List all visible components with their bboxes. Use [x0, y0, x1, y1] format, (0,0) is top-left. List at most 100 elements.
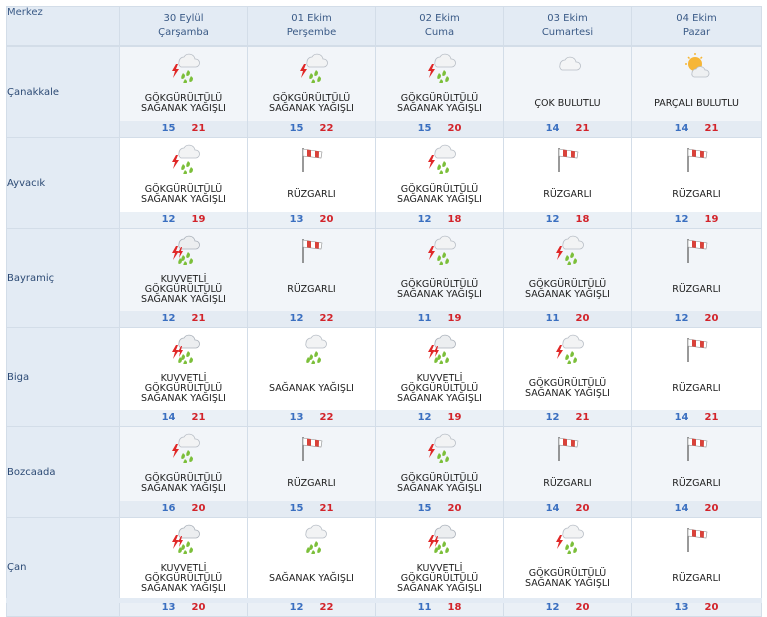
day-date: 30 Eylül [163, 13, 204, 24]
condition-line: SAĞANAK YAĞIŞLI [397, 289, 482, 300]
min-temp: 12 [545, 412, 560, 423]
temperature-range: 13 22 [248, 410, 375, 426]
windsock-icon [551, 142, 585, 174]
min-temp: 11 [545, 313, 560, 324]
condition-text: RÜZGARLI [504, 467, 631, 501]
thunder-rain-icon [551, 522, 585, 554]
max-temp: 20 [575, 602, 590, 613]
weather-icon-box [248, 47, 375, 87]
max-temp: 22 [319, 602, 334, 613]
forecast-cell: RÜZGARLI 12 18 [504, 138, 632, 229]
condition-line: KUVVETLİ [416, 373, 463, 384]
max-temp: 19 [447, 313, 462, 324]
max-temp: 21 [191, 313, 206, 324]
weather-icon-box [120, 328, 247, 368]
max-temp: 21 [191, 412, 206, 423]
max-temp: 20 [319, 214, 334, 225]
max-temp: 22 [319, 123, 334, 134]
windsock-icon [295, 233, 329, 265]
min-temp: 15 [289, 123, 304, 134]
weather-icon-box [376, 328, 503, 368]
min-temp: 15 [417, 123, 432, 134]
forecast-cell: GÖKGÜRÜLTÜLÜ SAĞANAK YAĞIŞLI 15 20 [376, 46, 504, 138]
min-temp: 12 [161, 313, 176, 324]
condition-text: GÖKGÜRÜLTÜLÜ SAĞANAK YAĞIŞLI [504, 368, 631, 410]
weather-icon-box [504, 138, 631, 178]
condition-text: ÇOK BULUTLU [504, 87, 631, 121]
day-date: 02 Ekim [419, 13, 460, 24]
condition-line: SAĞANAK YAĞIŞLI [141, 103, 226, 114]
forecast-cell: SAĞANAK YAĞIŞLI 13 22 [248, 328, 376, 427]
max-temp: 20 [447, 503, 462, 514]
condition-line: SAĞANAK YAĞIŞLI [269, 383, 354, 394]
temperature-range: 11 20 [504, 311, 631, 327]
forecast-cell: KUVVETLİ GÖKGÜRÜLTÜLÜ SAĞANAK YAĞIŞLI 14 2… [120, 328, 248, 427]
condition-line: RÜZGARLI [672, 573, 721, 584]
weather-icon-box [248, 328, 375, 368]
condition-line: SAĞANAK YAĞIŞLI [397, 194, 482, 205]
rain-shower-icon [295, 332, 329, 364]
condition-line: GÖKGÜRÜLTÜLÜ [272, 93, 351, 104]
condition-text: GÖKGÜRÜLTÜLÜ SAĞANAK YAĞIŞLI [120, 178, 247, 212]
condition-text: KUVVETLİ GÖKGÜRÜLTÜLÜ SAĞANAK YAĞIŞLI [376, 558, 503, 600]
weather-icon-box [376, 229, 503, 269]
temperature-range: 13 20 [248, 212, 375, 228]
thunder-rain-icon [423, 142, 457, 174]
condition-line: SAĞANAK YAĞIŞLI [525, 289, 610, 300]
min-temp: 12 [417, 214, 432, 225]
condition-text: RÜZGARLI [632, 269, 761, 311]
windsock-icon [680, 332, 714, 364]
temperature-range: 12 20 [632, 311, 761, 327]
min-temp: 14 [674, 412, 689, 423]
max-temp: 19 [447, 412, 462, 423]
condition-text: GÖKGÜRÜLTÜLÜ SAĞANAK YAĞIŞLI [504, 558, 631, 600]
max-temp: 21 [704, 123, 719, 134]
heavy-thunder-rain-icon [167, 332, 201, 364]
condition-line: GÖKGÜRÜLTÜLÜ [528, 568, 607, 579]
forecast-cell: RÜZGARLI 14 20 [632, 427, 762, 518]
condition-line: SAĞANAK YAĞIŞLI [525, 578, 610, 589]
weather-icon-box [504, 47, 631, 87]
min-temp: 14 [674, 123, 689, 134]
heavy-thunder-rain-icon [423, 332, 457, 364]
weather-icon-box [632, 427, 761, 467]
day-date: 01 Ekim [291, 13, 332, 24]
condition-text: RÜZGARLI [248, 178, 375, 212]
weather-icon-box [376, 138, 503, 178]
forecast-cell: GÖKGÜRÜLTÜLÜ SAĞANAK YAĞIŞLI 12 19 [120, 138, 248, 229]
rain-shower-icon [295, 522, 329, 554]
max-temp: 20 [704, 503, 719, 514]
min-temp: 13 [674, 602, 689, 613]
temperature-range: 16 20 [120, 501, 247, 517]
condition-line: SAĞANAK YAĞIŞLI [397, 393, 482, 404]
max-temp: 20 [704, 602, 719, 613]
thunder-rain-icon [423, 233, 457, 265]
condition-text: GÖKGÜRÜLTÜLÜ SAĞANAK YAĞIŞLI [376, 269, 503, 311]
forecast-body: Çanakkale GÖKGÜRÜLTÜLÜ SAĞANAK YAĞIŞLI 15… [6, 46, 762, 617]
condition-line: SAĞANAK YAĞIŞLI [525, 388, 610, 399]
thunder-rain-icon [423, 431, 457, 463]
heavy-thunder-rain-icon [167, 233, 201, 265]
day-header: 01 Ekim Perşembe [248, 6, 376, 46]
condition-line: SAĞANAK YAĞIŞLI [397, 483, 482, 494]
condition-text: GÖKGÜRÜLTÜLÜ SAĞANAK YAĞIŞLI [120, 467, 247, 501]
temperature-range: 14 21 [120, 410, 247, 426]
weather-icon-box [248, 138, 375, 178]
heavy-thunder-rain-icon [423, 522, 457, 554]
min-temp: 13 [289, 214, 304, 225]
min-temp: 11 [417, 602, 432, 613]
day-weekday: Perşembe [286, 27, 337, 38]
day-weekday: Cuma [424, 27, 455, 38]
condition-text: GÖKGÜRÜLTÜLÜ SAĞANAK YAĞIŞLI [248, 87, 375, 121]
forecast-table: Merkez 30 Eylül Çarşamba 01 Ekim Perşembe … [6, 6, 762, 617]
condition-text: RÜZGARLI [632, 467, 761, 501]
temperature-range: 14 20 [632, 501, 761, 517]
condition-line: RÜZGARLI [543, 478, 592, 489]
condition-text: PARÇALI BULUTLU [632, 87, 761, 121]
weather-icon-box [632, 328, 761, 368]
max-temp: 21 [191, 123, 206, 134]
condition-text: GÖKGÜRÜLTÜLÜ SAĞANAK YAĞIŞLI [376, 178, 503, 212]
condition-line: RÜZGARLI [543, 189, 592, 200]
max-temp: 18 [575, 214, 590, 225]
condition-line: SAĞANAK YAĞIŞLI [269, 103, 354, 114]
